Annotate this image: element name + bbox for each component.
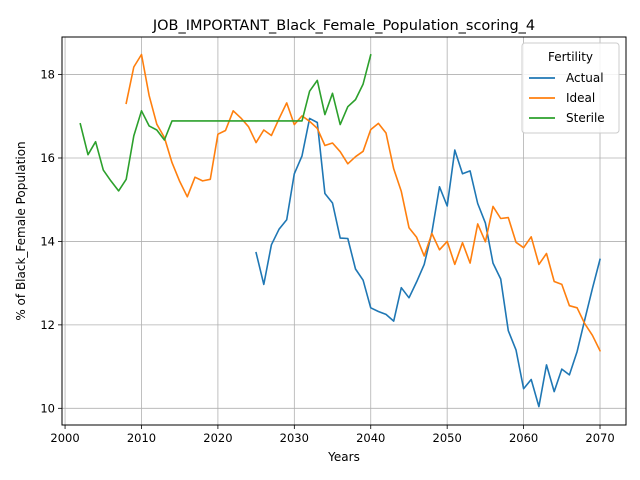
x-tick-label: 2050 — [433, 431, 462, 445]
x-tick-label: 2060 — [509, 431, 538, 445]
y-axis-label: % of Black_Female Population — [14, 141, 28, 320]
y-tick-label: 12 — [40, 318, 55, 332]
legend-items: Actual Ideal Sterile — [529, 71, 605, 125]
legend-label-actual: Actual — [566, 71, 604, 85]
y-tick-label: 10 — [40, 401, 55, 415]
x-tick-label: 2030 — [280, 431, 309, 445]
plot-frame — [61, 36, 627, 426]
legend-label-ideal: Ideal — [566, 91, 595, 105]
legend-label-sterile: Sterile — [566, 111, 605, 125]
series-line-ideal — [125, 53, 602, 352]
y-tick-label: 16 — [40, 151, 55, 165]
x-tick-label: 2040 — [356, 431, 385, 445]
series-layer — [79, 53, 602, 408]
x-axis: 2000 2010 2020 2030 2040 2050 2060 2070 — [50, 425, 615, 445]
x-tick-label: 2000 — [50, 431, 79, 445]
series-line-sterile — [79, 53, 372, 192]
y-axis: 10 12 14 16 18 — [40, 68, 62, 415]
x-tick-label: 2070 — [585, 431, 614, 445]
legend-box — [521, 42, 620, 134]
x-axis-label: Years — [327, 450, 360, 464]
x-tick-label: 2010 — [127, 431, 156, 445]
y-tick-label: 18 — [40, 68, 55, 82]
y-tick-label: 14 — [40, 234, 55, 248]
chart-title: JOB_IMPORTANT_Black_Female_Population_sc… — [152, 18, 535, 34]
legend-title: Fertility — [548, 50, 593, 64]
x-tick-label: 2020 — [203, 431, 232, 445]
series-line-actual — [255, 117, 601, 408]
legend: Fertility Actual Ideal Sterile — [521, 42, 620, 134]
